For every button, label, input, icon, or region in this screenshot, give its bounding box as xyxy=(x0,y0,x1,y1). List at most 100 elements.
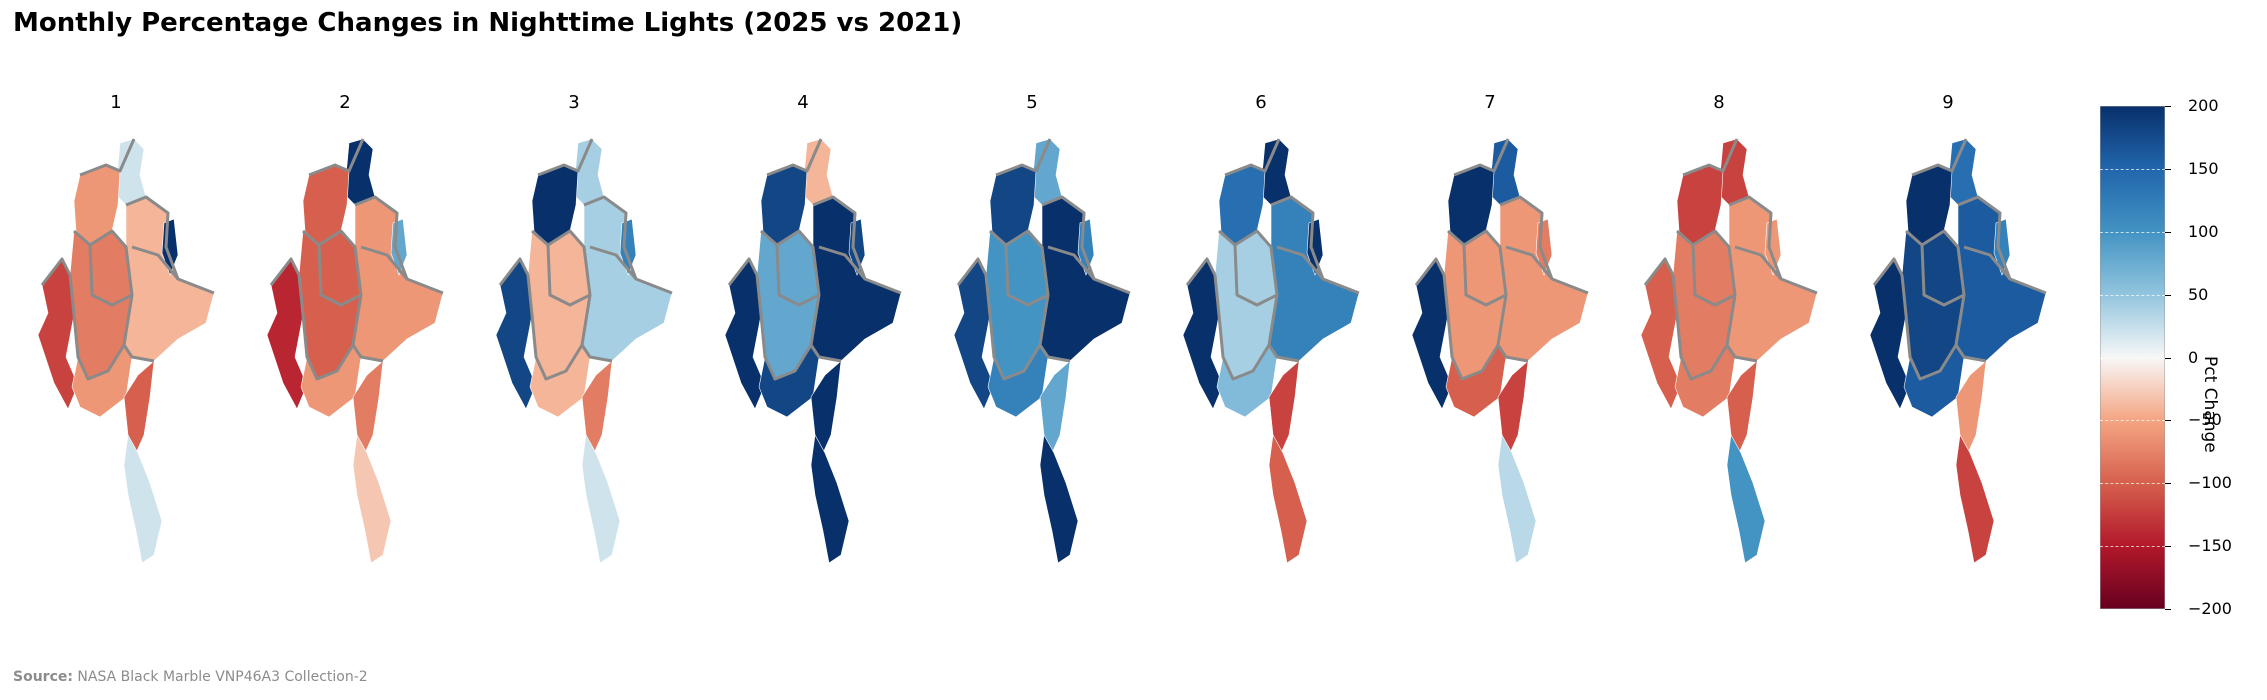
state-border xyxy=(546,244,591,307)
state-border xyxy=(1218,229,1279,346)
panel-label: 1 xyxy=(110,92,122,113)
state-border xyxy=(956,257,988,286)
state-border xyxy=(1453,138,1510,177)
colorbar-tick-mark xyxy=(2165,546,2171,548)
colorbar-gridline xyxy=(2100,231,2165,233)
state-border xyxy=(989,229,1050,346)
state-border xyxy=(1047,245,1096,280)
colorbar-gridline xyxy=(2100,357,2165,359)
colorbar-tick-label: −100 xyxy=(2188,473,2232,493)
state-border xyxy=(302,229,363,346)
month-map xyxy=(495,138,673,564)
state-border xyxy=(1233,244,1278,307)
colorbar-tick-label: −200 xyxy=(2188,599,2232,618)
month-map xyxy=(266,138,444,564)
state-border xyxy=(1414,257,1446,286)
state-border xyxy=(1872,257,1904,286)
state-border xyxy=(1442,274,1529,381)
region-tanintharyi xyxy=(1955,434,1995,564)
month-map xyxy=(37,138,215,564)
state-border xyxy=(760,229,821,346)
month-map xyxy=(953,138,1131,564)
colorbar-gridline xyxy=(2100,420,2165,422)
state-border xyxy=(1505,245,1554,280)
state-border xyxy=(360,245,409,280)
month-map xyxy=(724,138,902,564)
region-tanintharyi xyxy=(581,434,621,564)
state-border xyxy=(995,138,1052,177)
panel-label: 8 xyxy=(1713,92,1725,113)
panel-label: 4 xyxy=(797,92,809,113)
colorbar-gridline xyxy=(2100,168,2165,170)
state-border xyxy=(1676,229,1737,346)
state-border xyxy=(1900,274,1987,381)
source-label: Source: xyxy=(13,669,73,685)
state-border xyxy=(1682,138,1739,177)
panel-label: 5 xyxy=(1026,92,1038,113)
state-border xyxy=(766,138,823,177)
region-tanintharyi xyxy=(1268,434,1308,564)
colorbar-tick-label: 50 xyxy=(2188,284,2209,304)
state-border xyxy=(297,274,384,381)
state-border xyxy=(1734,245,1783,280)
state-border xyxy=(308,138,365,177)
colorbar-gridline xyxy=(2100,483,2165,485)
colorbar-tick-mark xyxy=(2165,483,2171,485)
state-border xyxy=(755,274,842,381)
state-border xyxy=(531,229,592,346)
state-border xyxy=(1728,195,1818,295)
colorbar-tick-mark xyxy=(2165,231,2171,233)
state-border xyxy=(1270,195,1360,295)
state-border xyxy=(125,195,215,295)
month-map xyxy=(1411,138,1589,564)
state-border xyxy=(269,257,301,286)
state-border xyxy=(812,195,902,295)
state-border xyxy=(1213,274,1300,381)
region-tanintharyi xyxy=(810,434,850,564)
state-border xyxy=(1691,244,1736,307)
state-border xyxy=(1276,245,1325,280)
region-tanintharyi xyxy=(1039,434,1079,564)
state-border xyxy=(1957,195,2047,295)
source-note: Source: NASA Black Marble VNP46A3 Collec… xyxy=(13,669,368,685)
colorbar-tick-label: 100 xyxy=(2188,221,2219,241)
state-border xyxy=(1920,244,1965,307)
state-border xyxy=(317,244,362,307)
colorbar-tick-label: 150 xyxy=(2188,158,2219,178)
state-border xyxy=(1041,195,1131,295)
month-map xyxy=(1640,138,1818,564)
state-border xyxy=(1499,195,1589,295)
region-tanintharyi xyxy=(1497,434,1537,564)
state-border xyxy=(1004,244,1049,307)
state-border xyxy=(727,257,759,286)
state-border xyxy=(526,274,613,381)
region-tanintharyi xyxy=(123,434,163,564)
colorbar-tick-mark xyxy=(2165,168,2171,170)
colorbar-tick-label: −150 xyxy=(2188,536,2232,556)
state-border xyxy=(131,245,180,280)
state-border xyxy=(1447,229,1508,346)
chart-title: Monthly Percentage Changes in Nighttime … xyxy=(13,8,963,38)
panel-label: 6 xyxy=(1255,92,1267,113)
panel-label: 7 xyxy=(1484,92,1496,113)
state-border xyxy=(583,195,673,295)
panel-label: 9 xyxy=(1942,92,1954,113)
state-border xyxy=(984,274,1071,381)
colorbar-tick-label: −50 xyxy=(2188,410,2222,430)
colorbar-tick-mark xyxy=(2165,420,2171,422)
state-border xyxy=(818,245,867,280)
state-border xyxy=(498,257,530,286)
state-border xyxy=(775,244,820,307)
colorbar-title: Pct Change xyxy=(2200,356,2220,453)
region-tanintharyi xyxy=(352,434,392,564)
state-border xyxy=(1185,257,1217,286)
state-border xyxy=(1911,138,1968,177)
state-border xyxy=(537,138,594,177)
region-tanintharyi xyxy=(1726,434,1766,564)
colorbar-tick-mark xyxy=(2165,294,2171,296)
state-border xyxy=(73,229,134,346)
state-border xyxy=(354,195,444,295)
source-text: NASA Black Marble VNP46A3 Collection-2 xyxy=(77,669,368,685)
state-border xyxy=(79,138,136,177)
colorbar-tick-mark xyxy=(2165,106,2171,107)
